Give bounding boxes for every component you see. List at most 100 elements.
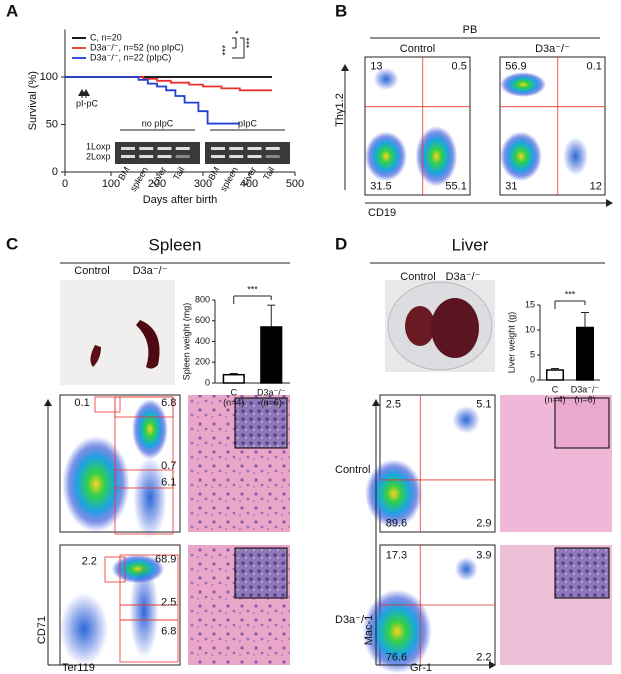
gel-band <box>121 155 135 158</box>
gate-value: 0.1 <box>587 61 602 73</box>
x-axis-label: Gr-1 <box>410 662 432 674</box>
flow-density <box>365 459 423 528</box>
x-axis-label: Days after birth <box>143 194 218 206</box>
gate <box>114 469 174 489</box>
x-tick-label: 100 <box>102 178 120 190</box>
gel-band <box>247 155 262 158</box>
significance: *** <box>220 45 230 56</box>
y-tick-label: 800 <box>195 294 210 304</box>
x-tick-label: D3a⁻/⁻ <box>571 384 600 394</box>
gate-value: 2.5 <box>386 398 401 410</box>
panel-title: Liver <box>452 235 489 254</box>
gel-group: no pIpC <box>142 118 174 128</box>
gate <box>94 396 121 413</box>
gel <box>115 142 200 164</box>
gate-value: 0.7 <box>161 460 176 472</box>
x-tick-label: C <box>552 384 559 394</box>
flow-density <box>62 436 130 532</box>
gate <box>119 619 179 663</box>
row-label: Control <box>335 464 370 476</box>
gel-band <box>175 155 190 158</box>
gate-value: 76.6 <box>386 652 407 664</box>
liver-d3a <box>431 298 479 358</box>
y-tick-label: 0 <box>52 166 58 178</box>
sample-label: D3a⁻/⁻ <box>133 265 168 277</box>
y-tick-label: 0 <box>530 374 535 384</box>
x-tick-label: (n=4) <box>223 397 244 407</box>
y-axis-label: Spleen weight (mg) <box>181 303 191 381</box>
y-axis-label: Thy1.2 <box>334 93 346 127</box>
flow-density <box>454 557 478 581</box>
sample-label: D3a⁻/⁻ <box>446 271 481 283</box>
gel-band <box>157 147 172 150</box>
x-tick-label: (n=6) <box>574 394 595 404</box>
gel-band <box>121 147 135 150</box>
survival-curve <box>65 76 240 125</box>
gate-value: 2.9 <box>476 518 491 530</box>
bar <box>222 373 245 384</box>
bar <box>260 326 283 384</box>
row-label: D3a⁻/⁻ <box>335 614 370 626</box>
gel-lane: Tail <box>171 165 186 182</box>
y-tick-label: 100 <box>40 71 58 83</box>
x-tick-label: 200 <box>148 178 166 190</box>
gel-band <box>265 155 280 158</box>
gel-band <box>139 155 154 158</box>
gel-band-label: 1Loxp <box>86 141 111 151</box>
histology-inset <box>554 547 610 599</box>
gate <box>104 556 126 583</box>
flow-density <box>129 563 159 659</box>
gate-value: 3.9 <box>476 550 491 562</box>
legend-label: D3a⁻/⁻, n=52 (no pIpC) <box>90 42 184 52</box>
y-tick-label: 15 <box>525 299 535 309</box>
gel-band <box>211 147 225 150</box>
flow-density <box>373 68 399 91</box>
gate-value: 2.5 <box>161 597 176 609</box>
x-axis-label: Ter119 <box>62 662 95 674</box>
spleen-photo <box>60 280 175 385</box>
panel-label: D <box>335 234 347 253</box>
flow-density <box>500 131 542 182</box>
x-tick-label: 0 <box>62 178 68 190</box>
bar <box>546 369 564 381</box>
histology-inset <box>234 547 288 599</box>
gel-lane: spleen <box>128 165 150 193</box>
y-axis-label: Liver weight (g) <box>506 312 516 374</box>
significance: *** <box>565 289 576 299</box>
x-tick-label: 400 <box>240 178 258 190</box>
gate-value: 31.5 <box>370 181 391 193</box>
gate-value: 2.2 <box>82 556 97 568</box>
x-tick-label: C <box>231 387 238 397</box>
gel-band <box>229 155 244 158</box>
x-tick-label: (n=6) <box>261 397 282 407</box>
survival-curve <box>65 76 272 92</box>
gel-band <box>175 147 190 150</box>
panel-label: B <box>335 1 347 20</box>
flow-density <box>415 126 458 187</box>
panel-title: PB <box>463 24 478 36</box>
gate-value: 5.1 <box>476 398 491 410</box>
histology-inset <box>554 397 610 449</box>
sample-label: Control <box>400 43 435 55</box>
histology-inset <box>234 397 288 449</box>
y-tick-label: 400 <box>195 336 210 346</box>
y-axis-label: CD71 <box>36 616 48 644</box>
significance: *** <box>247 284 258 294</box>
panel-title: Spleen <box>149 235 202 254</box>
gate-value: 0.1 <box>74 397 89 409</box>
y-tick-label: 5 <box>530 349 535 359</box>
gel-band <box>211 155 225 158</box>
spleen-d3a <box>136 320 160 369</box>
gate-value: 6.1 <box>161 477 176 489</box>
x-tick-label: (n=4) <box>544 394 565 404</box>
gel-band <box>229 147 244 150</box>
significance: *** <box>244 37 254 48</box>
gel-band <box>247 147 262 150</box>
x-tick-label: D3a⁻/⁻ <box>257 387 286 397</box>
sample-label: Control <box>400 271 435 283</box>
flow-density <box>365 131 407 182</box>
gate-value: 0.5 <box>452 61 467 73</box>
gate-value: 2.2 <box>476 652 491 664</box>
gate <box>114 396 174 418</box>
gate-value: 17.3 <box>386 550 407 562</box>
